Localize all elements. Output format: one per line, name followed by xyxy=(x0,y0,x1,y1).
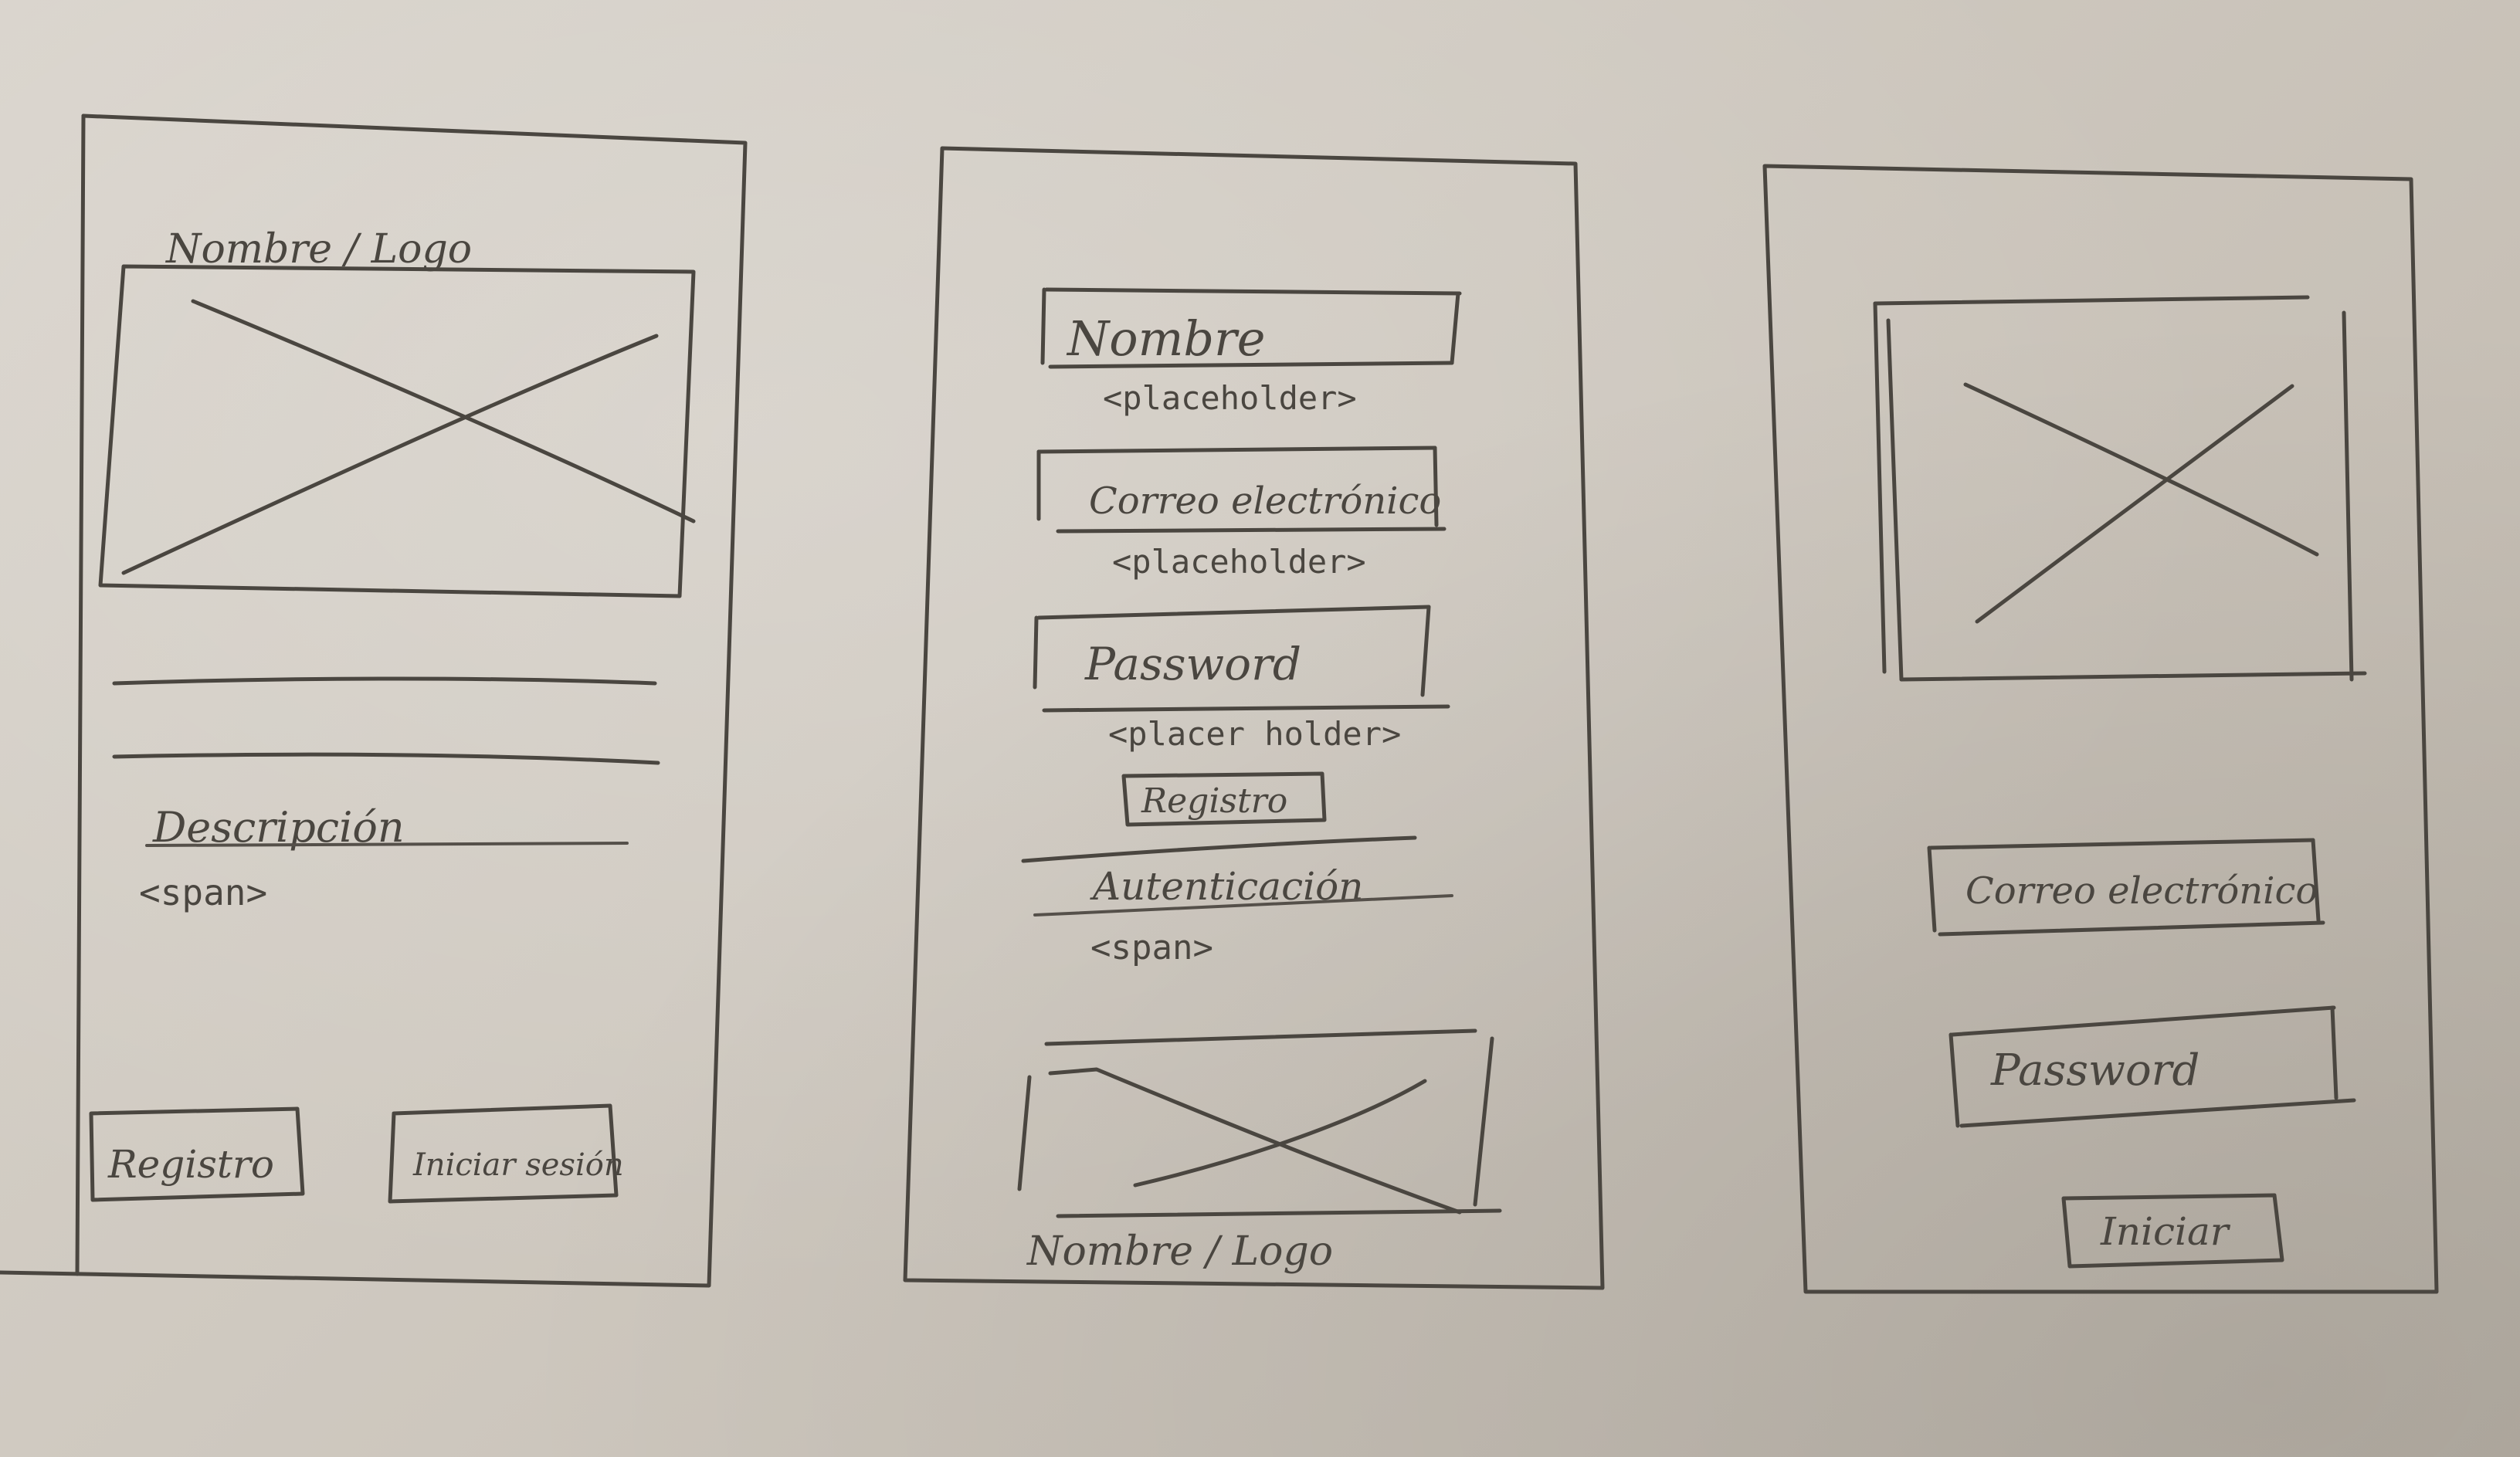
screen-2-register: Nombre <placeholder> Correo electrónico … xyxy=(903,146,1605,1290)
screen-3-start-button-label: Iniciar xyxy=(2100,1209,2231,1254)
screen-1-description-span: <span> xyxy=(139,872,267,913)
screen-2-password-field[interactable]: Password xyxy=(1033,605,1450,713)
screen-2-auth-span: <span> xyxy=(1090,928,1213,967)
screen-3-password-field[interactable]: Password xyxy=(1949,1005,2356,1128)
screen-1-login-button[interactable]: Iniciar sesión xyxy=(388,1103,624,1204)
screen-3-image-placeholder xyxy=(1873,295,2367,682)
screen-2-name-field[interactable]: Nombre xyxy=(1040,287,1462,369)
screen-2-email-field[interactable]: Correo electrónico xyxy=(1036,446,1447,534)
screen-1-login-button-label: Iniciar sesión xyxy=(412,1147,624,1183)
screen-1-register-button-label: Registro xyxy=(107,1142,274,1187)
screen-1-frame-left xyxy=(75,114,86,1276)
screen-1-description-underline xyxy=(145,842,629,847)
screen-2-password-field-label: Password xyxy=(1084,638,1301,690)
screen-3-password-field-label: Password xyxy=(1990,1045,2199,1096)
screen-2-name-placeholder: <placeholder> xyxy=(1103,379,1357,417)
screen-2-frame xyxy=(903,146,1605,1290)
screen-1-subtitle-line xyxy=(112,752,660,765)
screen-2-register-button-label: Registro xyxy=(1141,781,1287,821)
screen-2-name-field-label: Nombre xyxy=(1066,310,1265,367)
screen-2-divider xyxy=(1021,835,1417,863)
screen-2-email-placeholder: <placeholder> xyxy=(1112,543,1366,581)
screen-3-frame xyxy=(1762,164,2439,1294)
screen-2-password-placeholder: <placer holder> xyxy=(1108,715,1401,753)
screen-1-frame xyxy=(0,114,748,1288)
screen-3-start-button[interactable]: Iniciar xyxy=(2061,1193,2284,1269)
screen-2-email-field-label: Correo electrónico xyxy=(1089,479,1441,523)
screen-1-welcome: Nombre / Logo Descripción <span> Registr… xyxy=(0,114,748,1288)
screen-1-title-line xyxy=(112,676,657,686)
screen-1-register-button[interactable]: Registro xyxy=(89,1106,305,1202)
screen-3-email-field[interactable]: Correo electrónico xyxy=(1927,838,2325,937)
screen-2-auth-underline xyxy=(1033,894,1453,917)
screen-1-logo-image-placeholder xyxy=(98,264,696,598)
screen-3-login: Correo electrónico Password Iniciar xyxy=(1762,164,2439,1294)
screen-2-register-button[interactable]: Registro xyxy=(1121,771,1327,827)
screen-1-logo-label: Nombre / Logo xyxy=(164,226,472,273)
screen-2-footer-image-placeholder xyxy=(1017,1028,1502,1218)
screen-2-footer-logo-label: Nombre / Logo xyxy=(1026,1228,1333,1275)
screen-3-email-field-label: Correo electrónico xyxy=(1965,869,2318,913)
